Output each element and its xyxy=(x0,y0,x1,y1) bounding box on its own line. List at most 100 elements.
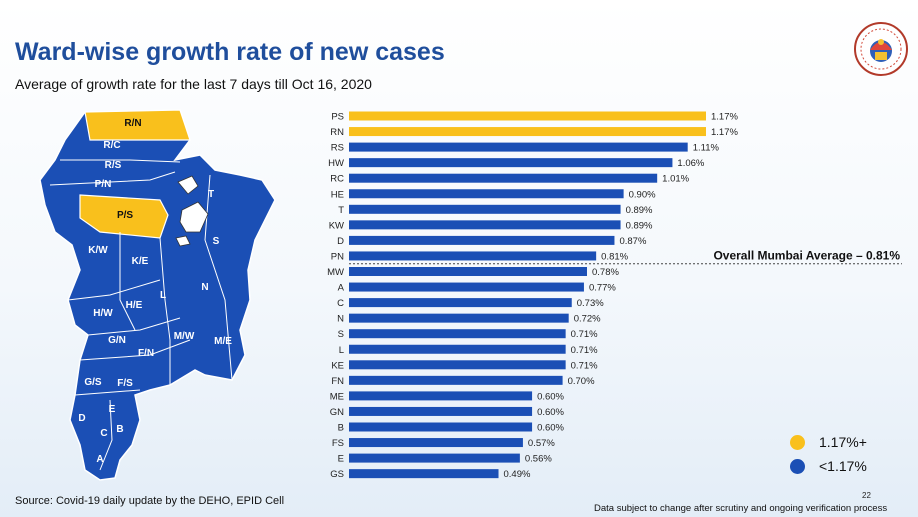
ward-label-h-e: H/E xyxy=(126,300,143,311)
page-subtitle: Average of growth rate for the last 7 da… xyxy=(15,76,372,92)
value-label-hw: 1.06% xyxy=(677,158,704,169)
category-label-a: A xyxy=(338,283,345,294)
legend-label-normal: <1.17% xyxy=(819,458,867,474)
chart-legend: 1.17%+ <1.17% xyxy=(790,430,900,480)
category-label-fs: FS xyxy=(332,438,344,449)
ward-label-d: D xyxy=(78,413,85,424)
value-label-kw: 0.89% xyxy=(626,220,653,231)
ward-border-5 xyxy=(74,389,141,396)
ward-border-9 xyxy=(119,232,136,331)
category-label-b: B xyxy=(338,423,344,434)
ward-label-p-n: P/N xyxy=(95,179,112,190)
value-label-rs: 1.11% xyxy=(693,143,720,154)
bar-ke xyxy=(349,360,566,370)
category-label-he: HE xyxy=(331,189,344,200)
ward-map: R/N R/C R/S P/N P/S T S K/W K/E N L H/E H/W G/N F/N M/W… xyxy=(39,109,276,481)
ward-label-r-c: R/C xyxy=(103,140,120,151)
ward-border-3 xyxy=(67,279,161,301)
category-label-c: C xyxy=(337,298,344,309)
ward-border-6 xyxy=(79,339,191,361)
municipal-seal-icon xyxy=(854,22,908,76)
bar-gn xyxy=(349,406,533,416)
category-label-mw: MW xyxy=(327,267,344,278)
category-label-fn: FN xyxy=(331,376,344,387)
bar-me xyxy=(349,391,533,401)
ward-border-2 xyxy=(49,171,176,186)
ward-label-n: N xyxy=(201,282,208,293)
bar-kw xyxy=(349,220,621,230)
bar-a xyxy=(349,282,584,292)
bar-mw xyxy=(349,267,587,276)
ward-border-8 xyxy=(204,174,233,381)
ward-label-b: B xyxy=(116,424,123,435)
value-label-he: 0.90% xyxy=(629,189,656,200)
category-label-t: T xyxy=(338,205,344,216)
bar-n xyxy=(349,313,569,323)
value-label-ke: 0.71% xyxy=(571,360,598,371)
ward-map-labels: R/N R/C R/S P/N P/S T S K/W K/E N L H/E H/W G/N F/N M/W… xyxy=(78,118,232,465)
lake-3 xyxy=(175,235,191,247)
page-title: Ward-wise growth rate of new cases xyxy=(15,38,445,66)
bar-d xyxy=(349,235,615,245)
category-label-me: ME xyxy=(330,391,344,402)
bar-c xyxy=(349,298,572,308)
ward-border-10 xyxy=(99,399,113,471)
ward-label-h-w: H/W xyxy=(93,308,113,319)
bar-e xyxy=(349,453,520,463)
ward-label-s: S xyxy=(213,236,220,247)
value-label-e: 0.56% xyxy=(525,454,552,465)
bar-fn xyxy=(349,375,563,385)
ward-border-1 xyxy=(60,159,181,163)
bar-b xyxy=(349,422,533,432)
legend-label-highlight: 1.17%+ xyxy=(819,434,867,450)
category-label-rn: RN xyxy=(330,127,344,138)
ward-label-t: T xyxy=(208,189,214,200)
ward-label-m-e: M/E xyxy=(214,336,232,347)
value-label-mw: 0.78% xyxy=(592,267,619,278)
legend-item-normal: <1.17% xyxy=(790,454,900,478)
value-label-fs: 0.57% xyxy=(528,438,555,449)
average-reference-label: Overall Mumbai Average – 0.81% xyxy=(713,249,900,263)
value-label-ps: 1.17% xyxy=(711,112,738,123)
bar-fs xyxy=(349,438,523,448)
category-label-e: E xyxy=(338,454,344,465)
ward-label-r-s: R/S xyxy=(105,160,122,171)
value-label-rc: 1.01% xyxy=(662,174,689,185)
ward-label-g-s: G/S xyxy=(84,377,102,388)
ward-map-shapes xyxy=(39,109,276,481)
category-label-ps: PS xyxy=(331,112,344,123)
bar-t xyxy=(349,204,621,214)
ward-border-7 xyxy=(159,237,171,385)
lake-2 xyxy=(179,201,209,233)
category-label-hw: HW xyxy=(328,158,344,169)
ward-label-p-s: P/S xyxy=(117,210,133,221)
ward-label-m-w: M/W xyxy=(174,331,195,342)
ward-label-f-n: F/N xyxy=(138,348,154,359)
bar-rs xyxy=(349,142,688,152)
bar-rc xyxy=(349,173,658,183)
ward-label-c: C xyxy=(100,428,107,439)
bar-gs xyxy=(349,469,499,479)
category-label-s: S xyxy=(338,329,344,340)
ward-shape-r-n xyxy=(84,109,191,141)
page-number: 22 xyxy=(862,491,871,500)
bar-s xyxy=(349,329,566,339)
value-label-n: 0.72% xyxy=(574,314,601,325)
lake-1 xyxy=(177,175,199,195)
value-label-b: 0.60% xyxy=(537,423,564,434)
ward-label-l: L xyxy=(160,290,166,301)
ward-label-g-n: G/N xyxy=(108,335,126,346)
category-label-pn: PN xyxy=(331,251,344,262)
category-label-n: N xyxy=(337,314,344,325)
bar-ps xyxy=(349,111,706,121)
category-label-gn: GN xyxy=(330,407,344,418)
value-label-fn: 0.70% xyxy=(568,376,595,387)
value-label-gn: 0.60% xyxy=(537,407,564,418)
bar-hw xyxy=(349,158,673,168)
legend-swatch-yellow xyxy=(790,434,805,450)
ward-label-e: E xyxy=(109,404,116,415)
value-label-rn: 1.17% xyxy=(711,127,738,138)
disclaimer-note: Data subject to change after scrutiny an… xyxy=(594,503,888,514)
value-label-pn: 0.81% xyxy=(601,251,628,262)
